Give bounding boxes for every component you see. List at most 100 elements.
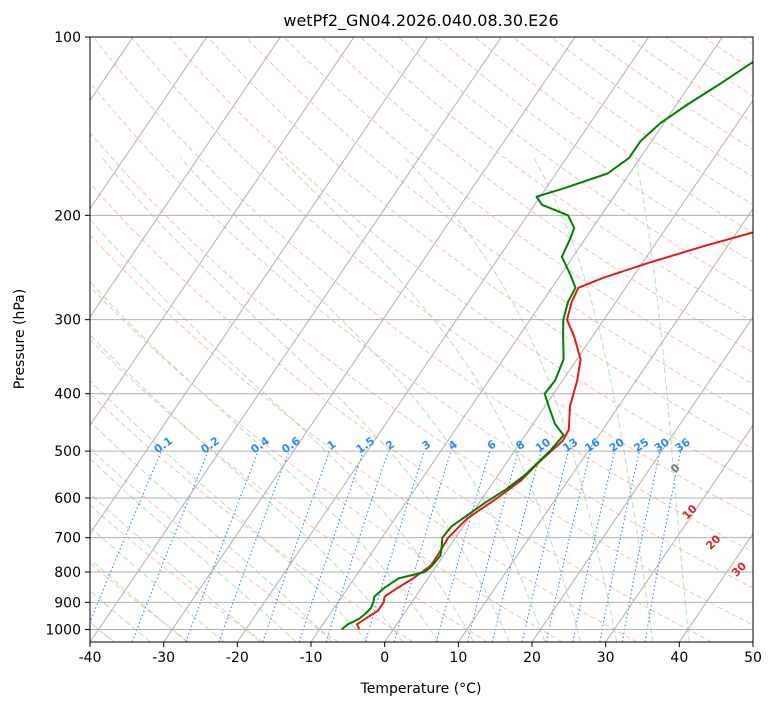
dry-adiabat <box>92 37 753 553</box>
moist-adiabat-label: 20 <box>703 532 723 552</box>
mixing-ratio-line <box>466 450 519 642</box>
y-tick-label: 1000 <box>45 622 81 638</box>
mixing-ratio-label: 1 <box>325 438 339 453</box>
mixing-ratio-label: 6 <box>485 438 499 453</box>
x-tick-label: 10 <box>449 650 467 666</box>
x-tick-label: -40 <box>79 650 102 666</box>
dry-adiabat <box>703 37 753 71</box>
isotherm-gridline <box>236 37 650 642</box>
moist-adiabat-label: 40 <box>755 587 775 607</box>
mixing-ratio-line <box>572 450 616 642</box>
mixing-ratio-line <box>644 450 682 642</box>
plot-area: -100-90-80-70-60-50-40-30-20-100.10.20.4… <box>0 37 775 642</box>
moist-adiabat <box>101 157 510 642</box>
y-tick-label: 600 <box>54 491 81 507</box>
moist-adiabat <box>90 334 404 642</box>
mixing-ratio-line <box>435 450 491 642</box>
mixing-ratio-label: 25 <box>631 435 651 454</box>
dry-adiabat <box>90 131 753 626</box>
dry-adiabat <box>436 37 753 263</box>
y-tick-label: 300 <box>54 313 81 329</box>
isotherm-gridline <box>457 207 753 642</box>
mixing-ratio-line <box>393 450 452 642</box>
dry-adiabat <box>359 37 753 323</box>
isotherm-gridline <box>531 316 753 642</box>
mixing-ratio-label: 3 <box>419 438 433 453</box>
x-tick-label: 40 <box>670 650 688 666</box>
moist-adiabat-label: 10 <box>680 502 700 522</box>
mixing-ratio-label: 2 <box>383 438 397 453</box>
moist-adiabat <box>635 157 690 642</box>
x-tick-label: 0 <box>380 650 389 666</box>
y-axis: 100 200 300 400 500 600 700 800 900 1000 <box>45 30 90 638</box>
x-axis-title: Temperature (°C) <box>360 681 482 697</box>
series-line-1 <box>340 60 753 631</box>
mixing-ratio-line <box>621 450 661 642</box>
chart-title: wetPf2_GN04.2026.040.08.30.E26 <box>283 11 558 31</box>
series-line-0 <box>356 231 753 630</box>
dry-adiabat <box>90 285 563 642</box>
dry-adiabat-label: -10 <box>61 421 84 444</box>
dry-adiabat <box>90 182 712 642</box>
mixing-ratio-line <box>218 450 290 642</box>
x-axis: -40 -30 -20 -10 0 10 20 30 40 50 <box>79 642 762 666</box>
isotherm-gridline <box>384 99 753 642</box>
dry-adiabat <box>90 81 753 589</box>
isotherm-gridline <box>163 37 576 642</box>
isotherm-gridline <box>0 37 59 642</box>
isotherm-gridline <box>310 37 723 642</box>
dry-adiabat <box>90 504 264 642</box>
y-tick-label: 100 <box>54 30 81 46</box>
plot-frame <box>89 36 754 643</box>
y-tick-label: 400 <box>54 387 81 403</box>
isotherm-gridline <box>605 424 753 642</box>
dry-adiabat <box>131 37 753 518</box>
moist-adiabat <box>90 379 368 642</box>
mixing-ratio-label: 36 <box>673 435 693 455</box>
moist-adiabat <box>180 157 546 642</box>
moist-adiabat <box>404 157 618 642</box>
mixing-ratio-line <box>298 450 364 642</box>
grid-lines <box>0 37 753 642</box>
mixing-ratio-label: 1.5 <box>354 434 377 456</box>
dry-adiabat <box>90 448 339 642</box>
dry-adiabat <box>321 37 753 354</box>
mixing-ratio-line <box>521 450 569 642</box>
y-tick-label: 700 <box>54 531 81 547</box>
x-tick-label: -10 <box>300 650 323 666</box>
moist-adiabat <box>90 420 333 642</box>
moist-adiabat <box>90 458 297 642</box>
y-tick-label: 900 <box>54 595 81 611</box>
dry-adiabat <box>741 37 753 45</box>
mixing-ratio-label: 16 <box>583 435 603 455</box>
x-tick-label: 50 <box>744 650 762 666</box>
x-tick-label: -20 <box>226 650 249 666</box>
series-lines <box>340 60 753 631</box>
moist-adiabat <box>280 157 582 642</box>
isotherm-gridline <box>90 37 355 427</box>
dry-adiabat <box>665 37 753 97</box>
x-tick-label: 20 <box>523 650 541 666</box>
dry-adiabat <box>474 37 753 234</box>
mixing-ratio-line <box>325 450 389 642</box>
moist-adiabat <box>90 281 439 642</box>
isotherm-gridline <box>90 37 429 535</box>
y-tick-label: 500 <box>54 444 81 460</box>
dry-adiabat <box>169 37 753 483</box>
dry-adiabat <box>90 338 488 642</box>
dry-adiabat <box>90 392 414 642</box>
isotherm-gridline <box>90 37 208 210</box>
mixing-ratio-line <box>491 450 542 642</box>
dry-adiabat <box>90 233 638 642</box>
mixing-ratio-label: 0.6 <box>279 434 303 456</box>
dry-adiabat <box>207 37 753 450</box>
y-tick-label: 200 <box>54 208 81 224</box>
isotherm-gridline <box>678 532 753 642</box>
mixing-ratio-label: 30 <box>652 435 672 455</box>
moist-adiabat <box>533 157 654 642</box>
isotherm-gridline <box>90 37 281 318</box>
isotherm-gridline <box>90 37 502 642</box>
moist-adiabat-label: 30 <box>729 559 749 579</box>
mixing-ratio-label: 4 <box>446 438 460 453</box>
moist-adiabat <box>90 492 261 642</box>
